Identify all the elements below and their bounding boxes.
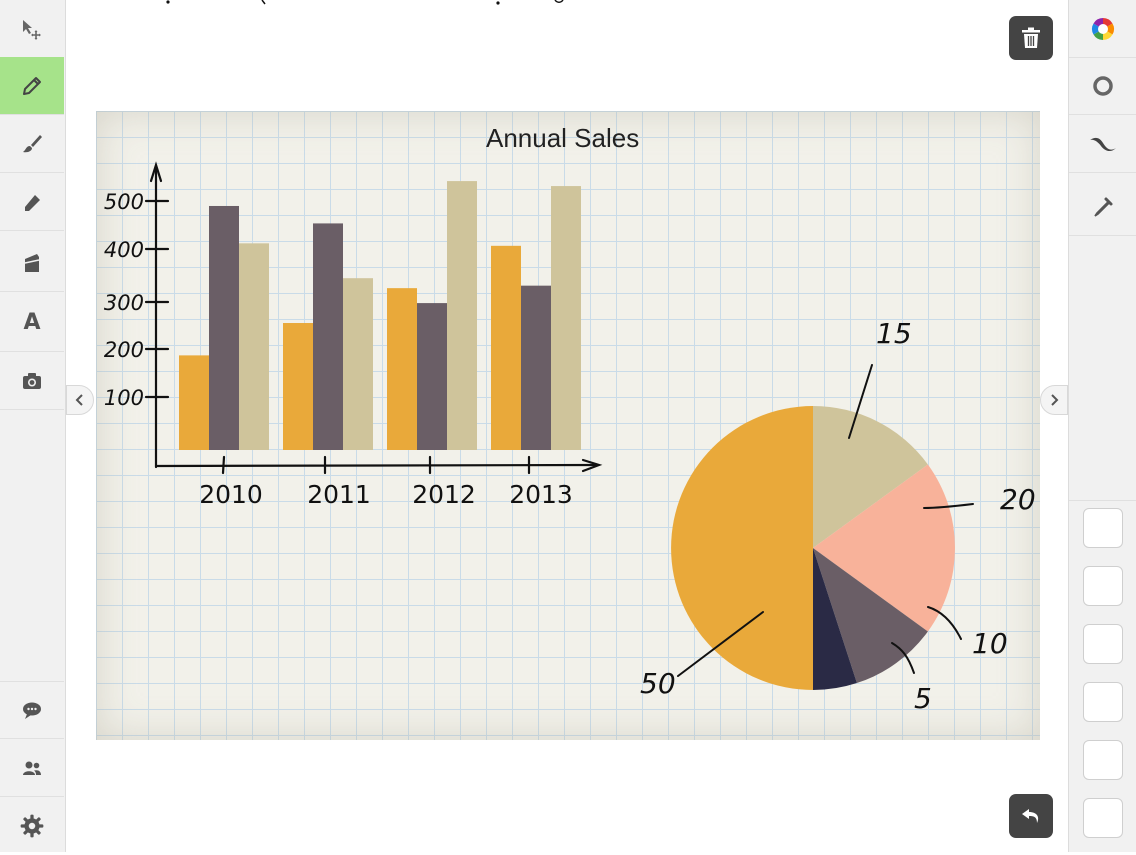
pie-leader-line [927, 606, 962, 640]
stroke-style[interactable] [1069, 115, 1136, 173]
left-toolbar: A [0, 0, 66, 852]
pie-slice-20 [813, 464, 956, 632]
trash-icon [1022, 27, 1040, 48]
pie-group: 15 20 10 5 50 [640, 317, 1036, 715]
pie-label: 15 [876, 317, 912, 350]
x-tick-labels: 2010 2011 2012 2013 [199, 480, 573, 509]
select-move-icon [23, 19, 41, 40]
pie-label: 20 [1000, 483, 1036, 516]
canvas-image[interactable]: Annual Sales 500 400 300 200 100 2010 2011 201… [96, 111, 1040, 740]
pie-leader-line [677, 611, 764, 677]
x-tick-label: 2010 [199, 480, 263, 509]
eraser-icon [24, 253, 40, 272]
gear-icon [20, 814, 44, 838]
speech-bubble-icon [23, 702, 41, 719]
people-icon [23, 761, 41, 775]
pie-label: 10 [972, 627, 1008, 660]
color-slot[interactable] [1083, 740, 1123, 780]
bar-2012-series-2 [417, 303, 447, 450]
eyedropper[interactable] [1069, 178, 1136, 236]
chart-title: Annual Sales [486, 123, 640, 153]
x-tick-label: 2012 [412, 480, 476, 509]
bar-2010-series-3 [239, 243, 269, 450]
delete-button[interactable] [1009, 16, 1053, 60]
highlighter-icon [25, 194, 40, 211]
pie-slice-15 [813, 406, 928, 548]
y-tick-label: 500 [104, 190, 144, 214]
brush-tool[interactable] [0, 115, 64, 173]
highlighter-tool[interactable] [0, 173, 64, 231]
pencil-icon [23, 76, 41, 95]
y-tick-labels: 500 400 300 200 100 [104, 190, 144, 410]
collapse-right-panel-button[interactable] [1040, 385, 1068, 415]
camera-tool[interactable] [0, 352, 64, 410]
bar-2011-series-1 [283, 323, 313, 450]
eraser-tool[interactable] [0, 234, 64, 292]
select-tool[interactable] [0, 0, 64, 58]
bar-2011-series-3 [343, 278, 373, 450]
y-tick-label: 100 [104, 386, 144, 410]
text-icon: A [23, 310, 41, 335]
camera-icon [23, 372, 41, 389]
pie-label: 50 [640, 667, 676, 700]
color-slot[interactable] [1083, 682, 1123, 722]
wave-icon [1089, 137, 1116, 151]
collapse-left-panel-button[interactable] [66, 385, 94, 415]
bar-2012-series-3 [447, 181, 477, 450]
bar-2011-series-2 [313, 223, 343, 450]
pie-label: 5 [914, 682, 932, 715]
bar-2012-series-1 [387, 288, 417, 450]
collaborators-button[interactable] [0, 739, 64, 797]
pie-leader-line [891, 642, 915, 674]
comments-button[interactable] [0, 681, 64, 739]
color-slot[interactable] [1083, 624, 1123, 664]
eyedropper-icon [1093, 197, 1112, 217]
y-tick-label: 200 [104, 338, 144, 362]
color-picker[interactable] [1069, 0, 1136, 58]
text-tool[interactable]: A [0, 294, 64, 352]
bar-2013-series-2 [521, 285, 551, 450]
color-slot[interactable] [1083, 508, 1123, 548]
y-tick-label: 400 [104, 238, 144, 262]
y-tick-label: 300 [104, 291, 144, 315]
bar-2010-series-1 [179, 355, 209, 450]
color-slot[interactable] [1083, 798, 1123, 838]
color-wheel-icon [1091, 17, 1114, 40]
chevron-right-icon [1051, 394, 1059, 406]
x-tick-label: 2013 [509, 480, 573, 509]
bar-axes [144, 161, 603, 475]
chevron-left-icon [75, 394, 83, 406]
pie-leader-line [848, 364, 873, 439]
brush-icon [23, 134, 42, 152]
bar-2013-series-3 [551, 186, 581, 450]
pie-slice-50 [671, 406, 813, 690]
bar-2013-series-1 [491, 245, 521, 450]
bar-2010-series-2 [209, 205, 239, 450]
stray-ink-marks [166, 0, 564, 5]
pie-leader-line [923, 503, 974, 509]
pencil-tool[interactable] [0, 57, 64, 115]
color-slot[interactable] [1083, 566, 1123, 606]
stroke-size[interactable] [1069, 57, 1136, 115]
undo-icon [1022, 809, 1039, 823]
undo-button[interactable] [1009, 794, 1053, 838]
ring-icon [1092, 75, 1113, 96]
right-toolbar [1068, 0, 1136, 852]
x-tick-label: 2011 [307, 480, 371, 509]
bar-group [179, 181, 581, 450]
pie-slice-5 [813, 548, 857, 690]
settings-button[interactable] [0, 797, 64, 855]
